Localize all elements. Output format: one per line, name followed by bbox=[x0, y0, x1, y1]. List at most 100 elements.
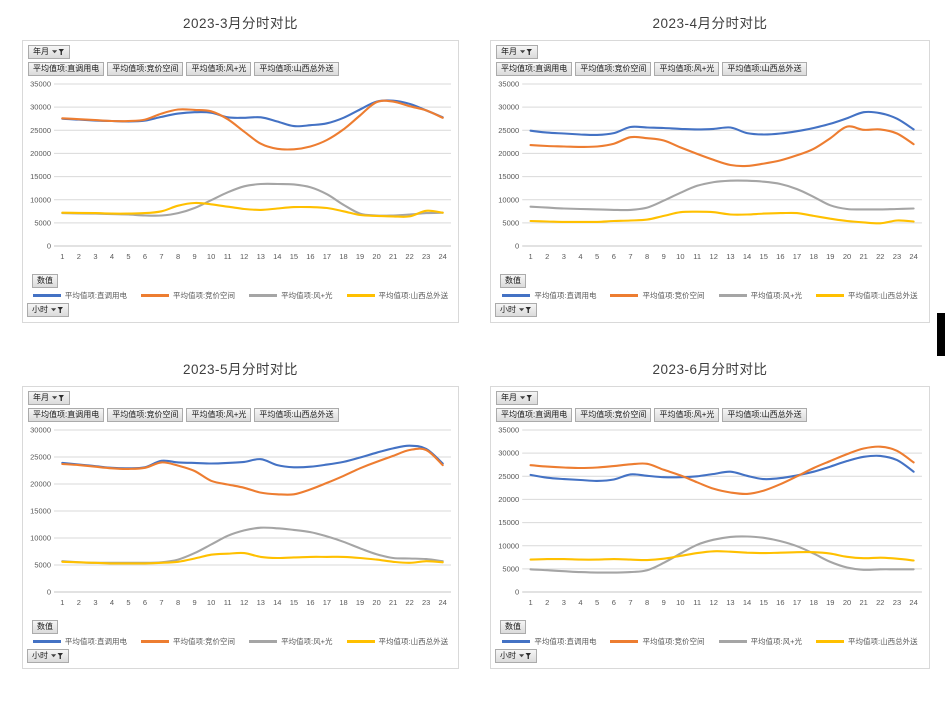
yearmonth-filter-label: 年月 bbox=[501, 47, 517, 56]
svg-text:11: 11 bbox=[224, 598, 232, 607]
svg-text:7: 7 bbox=[628, 598, 632, 607]
series-line-4 bbox=[61, 551, 444, 565]
svg-text:25000: 25000 bbox=[498, 126, 519, 135]
svg-text:23: 23 bbox=[893, 252, 901, 261]
svg-text:15000: 15000 bbox=[498, 518, 519, 527]
svg-text:22: 22 bbox=[876, 598, 884, 607]
series-line-3 bbox=[61, 526, 444, 564]
hour-filter-button[interactable]: 小时 bbox=[27, 303, 69, 317]
values-button[interactable]: 数值 bbox=[500, 274, 526, 288]
svg-text:19: 19 bbox=[826, 252, 834, 261]
series-field-button-3[interactable]: 平均值项:风+光 bbox=[654, 408, 720, 422]
svg-text:20000: 20000 bbox=[498, 495, 519, 504]
series-field-button-4[interactable]: 平均值项:山西总外送 bbox=[722, 62, 807, 76]
dropdown-filter-icon bbox=[520, 395, 532, 401]
svg-text:9: 9 bbox=[193, 252, 197, 261]
svg-text:11: 11 bbox=[693, 252, 701, 261]
svg-text:16: 16 bbox=[776, 252, 784, 261]
legend-line-swatch bbox=[816, 640, 845, 643]
svg-text:20: 20 bbox=[843, 598, 851, 607]
yearmonth-filter-button[interactable]: 年月 bbox=[496, 45, 538, 59]
svg-text:15: 15 bbox=[290, 252, 298, 261]
hour-filter-button[interactable]: 小时 bbox=[27, 649, 69, 663]
svg-text:14: 14 bbox=[743, 252, 751, 261]
legend-label: 平均值项:山西总外送 bbox=[848, 291, 918, 300]
svg-text:30000: 30000 bbox=[498, 449, 519, 458]
chart-title: 2023-3月分时对比 bbox=[182, 16, 299, 31]
svg-text:20: 20 bbox=[372, 598, 380, 607]
svg-text:6: 6 bbox=[612, 598, 616, 607]
legend-item-3: 平均值项:风+光 bbox=[718, 290, 803, 301]
svg-text:23: 23 bbox=[893, 598, 901, 607]
svg-text:24: 24 bbox=[439, 252, 447, 261]
legend-line-swatch bbox=[610, 640, 639, 643]
series-field-button-1[interactable]: 平均值项:直调用电 bbox=[28, 408, 105, 422]
svg-text:17: 17 bbox=[323, 252, 331, 261]
series-field-button-4[interactable]: 平均值项:山西总外送 bbox=[722, 408, 807, 422]
values-button[interactable]: 数值 bbox=[32, 274, 58, 288]
values-button[interactable]: 数值 bbox=[32, 620, 58, 634]
svg-text:7: 7 bbox=[159, 598, 163, 607]
chart-legend: 平均值项:直调用电 平均值项:竞价空间 平均值项:风+光 平均值项:山西总外送 bbox=[491, 636, 929, 647]
chart-title: 2023-4月分时对比 bbox=[652, 16, 768, 31]
chart-block-3: 2023-5月分时对比 年月 平均值项:直调用电 平均值项:竞价空间 平均值项:… bbox=[22, 358, 459, 669]
svg-text:15000: 15000 bbox=[30, 172, 51, 181]
svg-text:10000: 10000 bbox=[498, 541, 519, 550]
svg-text:10000: 10000 bbox=[498, 195, 519, 204]
yearmonth-filter-label: 年月 bbox=[501, 393, 517, 402]
series-field-button-2[interactable]: 平均值项:竞价空间 bbox=[107, 408, 184, 422]
yearmonth-filter-button[interactable]: 年月 bbox=[496, 391, 538, 405]
legend-label: 平均值项:直调用电 bbox=[534, 637, 597, 646]
svg-text:10: 10 bbox=[676, 598, 684, 607]
legend-line-swatch bbox=[32, 294, 61, 297]
series-field-button-2[interactable]: 平均值项:竞价空间 bbox=[575, 62, 652, 76]
series-field-button-4[interactable]: 平均值项:山西总外送 bbox=[254, 62, 339, 76]
series-field-buttons: 平均值项:直调用电 平均值项:竞价空间 平均值项:风+光 平均值项:山西总外送 bbox=[496, 62, 807, 76]
svg-text:16: 16 bbox=[776, 598, 784, 607]
dropdown-filter-icon bbox=[51, 653, 63, 659]
yearmonth-filter-label: 年月 bbox=[33, 393, 49, 402]
series-field-button-2[interactable]: 平均值项:竞价空间 bbox=[575, 408, 652, 422]
series-line-2 bbox=[529, 445, 915, 496]
svg-text:21: 21 bbox=[389, 598, 397, 607]
series-field-button-3[interactable]: 平均值项:风+光 bbox=[654, 62, 720, 76]
yearmonth-filter-button[interactable]: 年月 bbox=[28, 391, 70, 405]
dropdown-filter-icon bbox=[520, 49, 532, 55]
chart-block-2: 2023-4月分时对比 年月 平均值项:直调用电 平均值项:竞价空间 平均值项:… bbox=[490, 12, 930, 323]
svg-text:35000: 35000 bbox=[498, 80, 519, 89]
x-axis-tick-labels: 1 2 3 4 5 6 7 8 9 10 11 12 13 14 15 16 17 18 19 20 21 22 23 24 bbox=[528, 252, 917, 261]
series-line-3 bbox=[529, 179, 915, 212]
svg-text:20000: 20000 bbox=[30, 149, 51, 158]
series-field-button-3[interactable]: 平均值项:风+光 bbox=[186, 408, 252, 422]
hour-filter-label: 小时 bbox=[32, 651, 48, 660]
svg-text:10: 10 bbox=[207, 252, 215, 261]
scrollbar-thumb[interactable] bbox=[937, 313, 945, 356]
legend-item-1: 平均值项:直调用电 bbox=[32, 290, 127, 301]
series-field-button-1[interactable]: 平均值项:直调用电 bbox=[496, 408, 573, 422]
svg-text:14: 14 bbox=[743, 598, 751, 607]
yearmonth-filter-button[interactable]: 年月 bbox=[28, 45, 70, 59]
series-field-button-1[interactable]: 平均值项:直调用电 bbox=[496, 62, 573, 76]
series-field-button-1[interactable]: 平均值项:直调用电 bbox=[28, 62, 105, 76]
series-line-3 bbox=[529, 535, 915, 574]
svg-text:20: 20 bbox=[372, 252, 380, 261]
hour-filter-button[interactable]: 小时 bbox=[495, 649, 537, 663]
hour-filter-button[interactable]: 小时 bbox=[495, 303, 537, 317]
legend-label: 平均值项:风+光 bbox=[750, 291, 803, 300]
svg-text:25000: 25000 bbox=[30, 126, 51, 135]
series-field-button-2[interactable]: 平均值项:竞价空间 bbox=[107, 62, 184, 76]
svg-text:15: 15 bbox=[760, 598, 768, 607]
svg-text:25000: 25000 bbox=[30, 453, 51, 462]
y-axis-tick-labels: 0 5000 10000 15000 20000 25000 30000 bbox=[30, 426, 51, 597]
series-field-button-4[interactable]: 平均值项:山西总外送 bbox=[254, 408, 339, 422]
svg-text:10000: 10000 bbox=[30, 534, 51, 543]
legend-item-1: 平均值项:直调用电 bbox=[502, 290, 596, 301]
values-button[interactable]: 数值 bbox=[500, 620, 526, 634]
x-axis-tick-labels: 1 2 3 4 5 6 7 8 9 10 11 12 13 14 15 16 17 18 19 20 21 22 23 24 bbox=[528, 598, 917, 607]
series-field-button-3[interactable]: 平均值项:风+光 bbox=[186, 62, 252, 76]
svg-text:30000: 30000 bbox=[498, 103, 519, 112]
svg-text:25000: 25000 bbox=[498, 472, 519, 481]
series-line-1 bbox=[529, 454, 915, 482]
legend-label: 平均值项:山西总外送 bbox=[378, 637, 449, 646]
svg-text:5: 5 bbox=[126, 252, 130, 261]
